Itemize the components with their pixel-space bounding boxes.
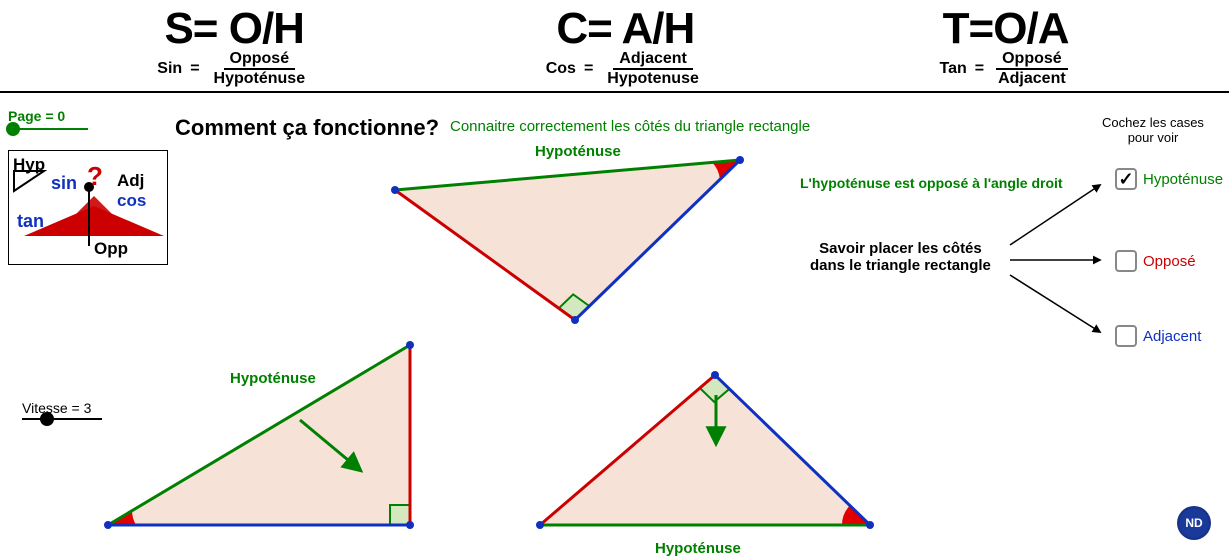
formula-tan-lhs: Tan [939, 60, 966, 78]
speed-slider-thumb[interactable] [40, 412, 54, 426]
question-heading: Comment ça fonctionne? [175, 115, 439, 141]
page-slider-thumb[interactable] [6, 122, 20, 136]
formula-header: S= O/H Sin = Opposé Hypoténuse C= A/H Co… [0, 0, 1229, 93]
logo-text: ND [1185, 516, 1202, 530]
checkbox-label-oppose: Opposé [1143, 253, 1196, 270]
hint-place-sides: Savoir placer les côtés dans le triangle… [810, 240, 991, 274]
thumb-cos: cos [117, 191, 146, 211]
formula-tan: T=O/A Tan = Opposé Adjacent [939, 4, 1071, 87]
checkbox-hypotenuse[interactable] [1115, 168, 1137, 190]
formula-sin-frac: Opposé Hypoténuse [208, 50, 312, 87]
thumb-q: ? [87, 161, 103, 192]
formula-cos-den: Hypotenuse [601, 70, 705, 88]
formula-tan-num: Opposé [996, 50, 1068, 70]
thumb-hyp: Hyp [13, 155, 45, 175]
checkbox-oppose[interactable] [1115, 250, 1137, 272]
formula-cos-big: C= A/H [546, 4, 705, 54]
formula-cos-num: Adjacent [613, 50, 693, 70]
equals-sign: = [975, 60, 984, 78]
formula-sin-lhs: Sin [157, 60, 182, 78]
formula-tan-big: T=O/A [939, 4, 1071, 54]
checkbox-adjacent[interactable] [1115, 325, 1137, 347]
checkbox-row-hypotenuse[interactable]: Hypoténuse [1115, 168, 1223, 190]
formula-sin-big: S= O/H [157, 4, 311, 54]
subtitle-text: Connaitre correctement les côtés du tria… [450, 118, 810, 135]
logo-badge: ND [1177, 506, 1211, 540]
mnemonic-thumbnail: Hyp sin ? Adj cos tan Opp [8, 150, 168, 265]
formula-sin-den: Hypoténuse [208, 70, 312, 88]
hyp-label-3: Hypoténuse [655, 540, 741, 557]
checkbox-label-hypotenuse: Hypoténuse [1143, 171, 1223, 188]
formula-tan-small: Tan = Opposé Adjacent [939, 50, 1071, 87]
speed-slider[interactable]: Vitesse = 3 [22, 400, 102, 420]
thumb-sin: sin [51, 173, 77, 194]
page-slider[interactable]: Page = 0 [8, 108, 88, 130]
formula-cos-small: Cos = Adjacent Hypotenuse [546, 50, 705, 87]
checkbox-row-adjacent[interactable]: Adjacent [1115, 325, 1201, 347]
speed-slider-track[interactable] [22, 418, 102, 420]
checkbox-row-oppose[interactable]: Opposé [1115, 250, 1196, 272]
thumb-adj: Adj [117, 171, 144, 191]
formula-tan-den: Adjacent [992, 70, 1072, 88]
hyp-label-1: Hypoténuse [535, 143, 621, 160]
page-slider-label: Page = 0 [8, 108, 88, 124]
checkbox-label-adjacent: Adjacent [1143, 328, 1201, 345]
hyp-label-2: Hypoténuse [230, 370, 316, 387]
formula-sin-small: Sin = Opposé Hypoténuse [157, 50, 311, 87]
formula-tan-frac: Opposé Adjacent [992, 50, 1072, 87]
formula-cos-frac: Adjacent Hypotenuse [601, 50, 705, 87]
hint-hypotenuse: L'hypoténuse est opposé à l'angle droit [800, 175, 1063, 191]
page-slider-track[interactable] [8, 128, 88, 130]
checkbox-header: Cochez les cases pour voir [1088, 115, 1218, 145]
formula-sin-num: Opposé [224, 50, 296, 70]
thumb-opp: Opp [94, 239, 128, 259]
formula-cos-lhs: Cos [546, 60, 576, 78]
speed-slider-label: Vitesse = 3 [22, 400, 91, 416]
equals-sign: = [190, 60, 199, 78]
formula-cos: C= A/H Cos = Adjacent Hypotenuse [546, 4, 705, 87]
equals-sign: = [584, 60, 593, 78]
formula-sin: S= O/H Sin = Opposé Hypoténuse [157, 4, 311, 87]
thumb-tan: tan [17, 211, 44, 232]
